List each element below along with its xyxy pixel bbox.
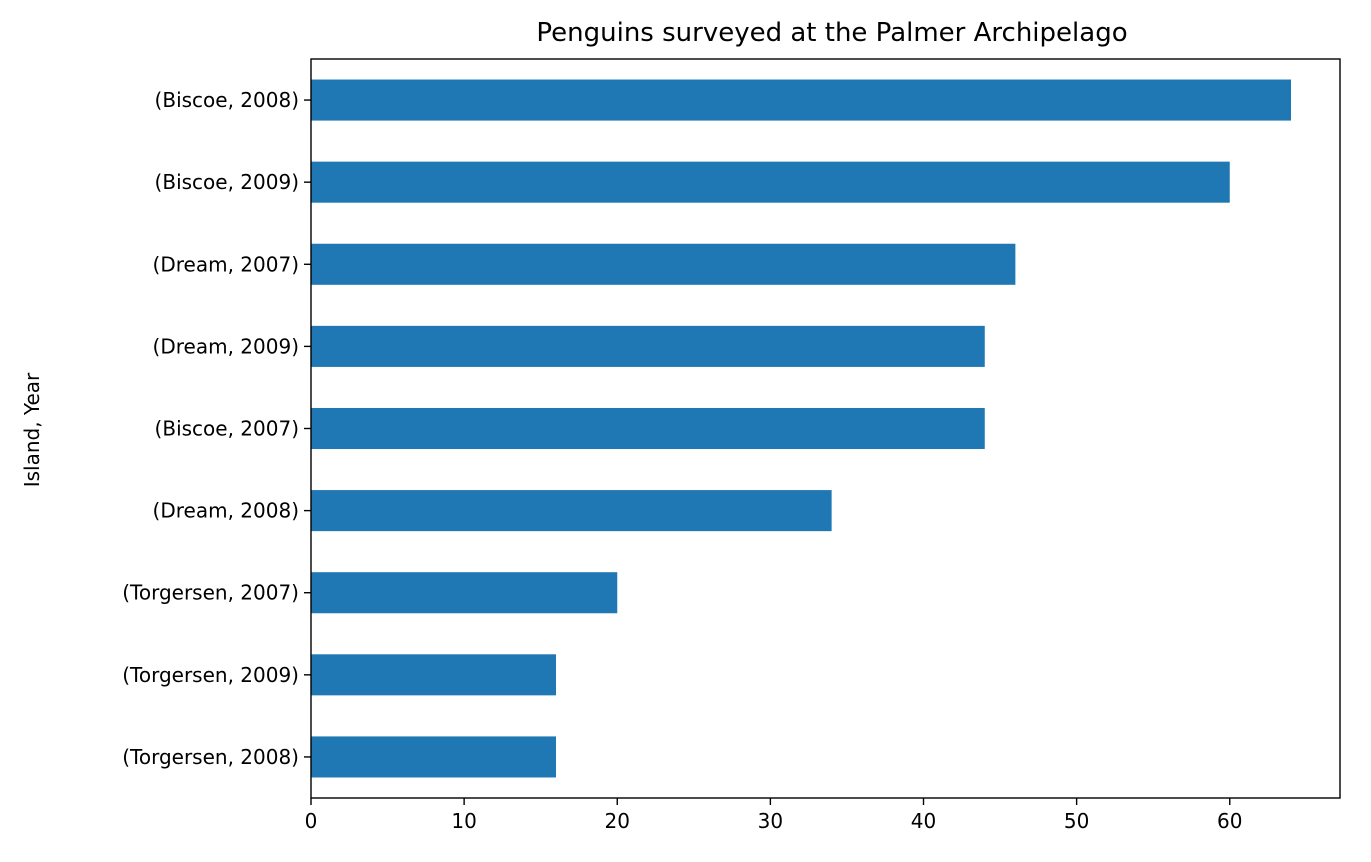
y-tick-label: (Dream, 2009) bbox=[153, 334, 299, 358]
chart-title: Penguins surveyed at the Palmer Archipel… bbox=[536, 18, 1127, 48]
y-tick-label: (Dream, 2008) bbox=[153, 499, 299, 523]
y-ticks-group: (Biscoe, 2008) (Biscoe, 2009) (Dream, 2007… bbox=[122, 88, 311, 769]
y-tick-label: (Dream, 2007) bbox=[153, 252, 299, 276]
bar bbox=[311, 161, 1230, 203]
y-tick-label: (Biscoe, 2008) bbox=[155, 88, 299, 112]
y-tick-label: (Torgersen, 2009) bbox=[122, 663, 299, 687]
bar bbox=[311, 325, 985, 367]
bars-group bbox=[311, 79, 1291, 778]
x-tick-label: 40 bbox=[911, 809, 936, 833]
y-tick-label: (Torgersen, 2008) bbox=[122, 745, 299, 769]
x-ticks-group: 0 10 20 30 40 50 60 bbox=[305, 798, 1242, 833]
y-tick-label: (Torgersen, 2007) bbox=[122, 581, 299, 605]
x-tick-label: 20 bbox=[605, 809, 630, 833]
bar bbox=[311, 79, 1291, 121]
plot-frame bbox=[310, 58, 1341, 799]
bar bbox=[311, 736, 556, 778]
x-tick-label: 10 bbox=[451, 809, 476, 833]
x-tick-label: 30 bbox=[758, 809, 783, 833]
bar bbox=[311, 407, 985, 450]
bar bbox=[311, 654, 556, 696]
y-tick-label: (Biscoe, 2007) bbox=[155, 417, 299, 441]
bar bbox=[311, 243, 1016, 285]
x-tick-label: 50 bbox=[1064, 809, 1089, 833]
bar bbox=[311, 490, 832, 532]
x-tick-label: 60 bbox=[1217, 809, 1242, 833]
x-tick-label: 0 bbox=[305, 809, 318, 833]
bar bbox=[311, 572, 618, 614]
y-axis-label: Island, Year bbox=[20, 372, 44, 487]
y-tick-label: (Biscoe, 2009) bbox=[155, 170, 299, 194]
